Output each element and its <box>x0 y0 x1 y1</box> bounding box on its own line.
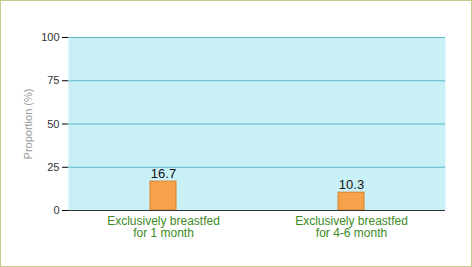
svg-text:100: 100 <box>41 31 59 43</box>
svg-text:Exclusively breastfedfor 4-6 m: Exclusively breastfedfor 4-6 month <box>295 214 408 240</box>
svg-text:0: 0 <box>53 204 59 216</box>
svg-text:16.7: 16.7 <box>151 166 176 181</box>
svg-text:Proportion (%): Proportion (%) <box>22 89 34 160</box>
svg-text:75: 75 <box>47 74 59 86</box>
svg-text:25: 25 <box>47 161 59 173</box>
svg-text:10.3: 10.3 <box>339 177 364 192</box>
svg-text:Exclusively breastfedfor 1 mon: Exclusively breastfedfor 1 month <box>107 214 220 240</box>
svg-text:50: 50 <box>47 118 59 130</box>
